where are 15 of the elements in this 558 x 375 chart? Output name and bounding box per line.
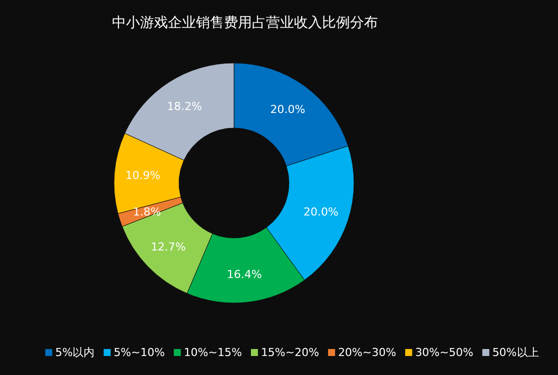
- data-label: 12.7%: [150, 240, 186, 254]
- data-label: 1.8%: [133, 205, 161, 218]
- data-label: 10.9%: [125, 169, 160, 182]
- data-label: 16.4%: [226, 268, 262, 281]
- legend-label: 20%~30%: [338, 346, 396, 359]
- legend-label: 15%~20%: [260, 346, 320, 359]
- data-label: 18.2%: [167, 100, 202, 114]
- legend-label: 5%以内: [55, 346, 95, 359]
- data-label: 20.0%: [270, 102, 306, 116]
- chart-title: 中小游戏企业销售费用占营业收入比例分布: [112, 15, 378, 31]
- legend-label: 30%~50%: [415, 346, 474, 359]
- data-label: 20.0%: [304, 205, 338, 218]
- legend-label: 5%~10%: [114, 346, 165, 359]
- legend-label: 10%~15%: [184, 346, 242, 359]
- legend-label: 50%以上: [492, 346, 539, 359]
